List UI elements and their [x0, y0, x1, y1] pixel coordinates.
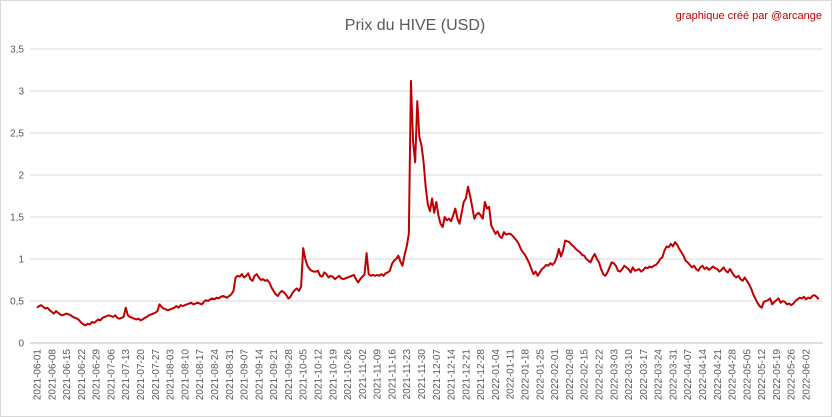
x-tick-label: 2021-06-29: [92, 349, 103, 401]
x-tick-label: 2022-02-08: [565, 349, 576, 401]
x-tick-label: 2022-04-07: [683, 349, 694, 401]
x-tick-label: 2021-12-21: [461, 349, 472, 401]
x-tick-label: 2021-09-14: [254, 349, 265, 401]
y-tick-label: 3,5: [10, 45, 24, 56]
x-tick-label: 2021-12-14: [447, 349, 458, 401]
x-tick-label: 2021-06-15: [62, 349, 73, 401]
chart-title: Prix du HIVE (USD): [345, 17, 485, 34]
x-tick-label: 2021-08-03: [166, 349, 177, 401]
x-tick-label: 2021-09-28: [284, 349, 295, 401]
x-tick-label: 2022-02-22: [594, 349, 605, 401]
x-tick-label: 2022-04-28: [728, 349, 739, 401]
x-tick-label: 2022-01-11: [506, 349, 517, 400]
y-tick-label: 0,5: [10, 297, 24, 308]
price-line: [36, 79, 820, 327]
y-tick-label: 1,5: [10, 213, 24, 224]
x-tick-label: 2021-07-06: [106, 349, 117, 401]
x-tick-label: 2021-11-02: [358, 349, 369, 400]
x-tick-label: 2021-08-10: [180, 349, 191, 401]
x-tick-label: 2021-08-17: [195, 349, 206, 401]
x-tick-label: 2021-11-09: [373, 349, 384, 400]
x-tick-label: 2021-11-23: [402, 349, 413, 400]
x-tick-label: 2021-06-22: [77, 349, 88, 401]
y-tick-label: 3: [18, 87, 24, 98]
x-tick-label: 2022-05-05: [742, 349, 753, 401]
x-tick-label: 2022-03-17: [639, 349, 650, 401]
x-tick-label: 2021-09-21: [269, 349, 280, 401]
x-tick-label: 2022-04-21: [713, 349, 724, 401]
x-tick-label: 2021-07-13: [121, 349, 132, 401]
x-tick-label: 2022-03-31: [668, 349, 679, 401]
x-tick-label: 2021-11-30: [417, 349, 428, 400]
annotation: graphique créé par @arcange: [676, 10, 822, 22]
x-tick-label: 2021-06-08: [47, 349, 58, 401]
y-tick-label: 0: [18, 339, 24, 350]
x-tick-label: 2022-02-01: [550, 349, 561, 401]
y-tick-label: 1: [18, 255, 24, 266]
x-tick-label: 2022-06-02: [802, 349, 813, 401]
x-tick-label: 2021-10-05: [299, 349, 310, 401]
x-tick-label: 2022-05-12: [757, 349, 768, 401]
y-tick-label: 2: [18, 171, 24, 182]
x-tick-label: 2022-05-26: [787, 349, 798, 401]
x-tick-label: 2021-10-26: [343, 349, 354, 401]
x-tick-label: 2021-12-07: [432, 349, 443, 401]
x-tick-label: 2021-08-24: [210, 349, 221, 401]
x-tick-label: 2022-05-19: [772, 349, 783, 401]
x-tick-label: 2022-03-24: [654, 349, 665, 401]
x-tick-label: 2021-07-20: [136, 349, 147, 401]
x-tick-label: 2022-01-04: [491, 349, 502, 401]
x-tick-label: 2022-02-15: [580, 349, 591, 401]
x-tick-label: 2021-07-27: [151, 349, 162, 401]
x-tick-label: 2021-10-12: [313, 349, 324, 401]
x-tick-label: 2021-09-07: [240, 349, 251, 401]
x-tick-label: 2022-03-03: [609, 349, 620, 401]
x-tick-label: 2022-01-25: [535, 349, 546, 401]
x-tick-label: 2021-12-28: [476, 349, 487, 401]
x-tick-label: 2021-06-01: [33, 349, 44, 401]
x-tick-label: 2022-01-18: [521, 349, 532, 401]
x-tick-label: 2022-03-10: [624, 349, 635, 401]
x-tick-label: 2021-10-19: [328, 349, 339, 401]
x-tick-label: 2021-11-16: [387, 349, 398, 400]
y-tick-label: 2,5: [10, 129, 24, 140]
x-tick-label: 2022-04-14: [698, 349, 709, 401]
x-tick-label: 2021-08-31: [225, 349, 236, 401]
